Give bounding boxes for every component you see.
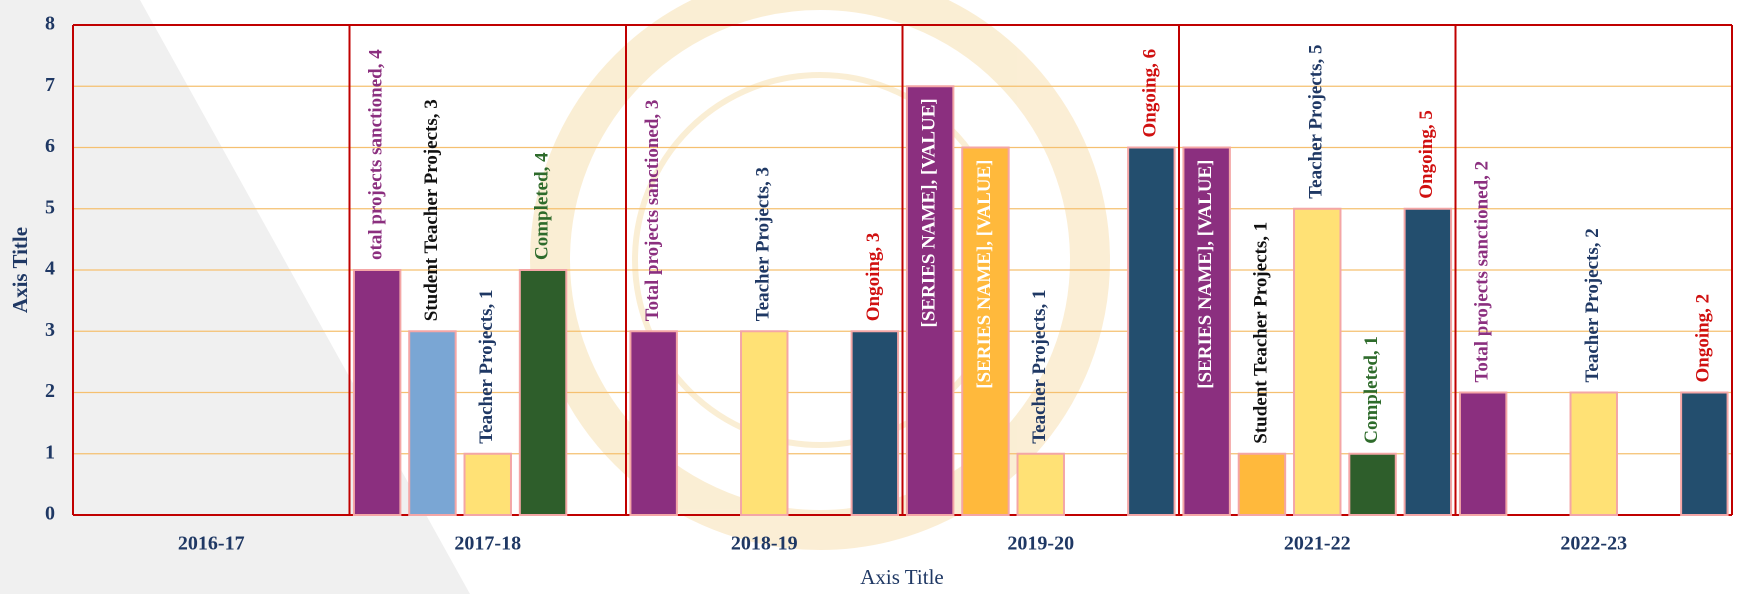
value-label: Teacher Projects, 3 — [753, 167, 774, 321]
value-label: Teacher Projects, 5 — [1306, 45, 1327, 199]
bar — [518, 269, 568, 516]
value-label: Ongoing, 2 — [1693, 294, 1714, 383]
value-label: Ongoing, 6 — [1140, 49, 1161, 138]
y-tick-label: 8 — [45, 13, 55, 35]
bar — [1293, 207, 1342, 516]
bar — [629, 330, 678, 516]
bar — [408, 330, 457, 516]
y-axis-title: Axis Title — [8, 227, 32, 313]
value-label: [SERIES NAME], [VALUE] — [919, 98, 940, 327]
bar — [1680, 391, 1729, 516]
value-label: Total projects sanctioned, 3 — [642, 100, 663, 322]
value-label: Ongoing, 5 — [1416, 110, 1437, 199]
bar — [1016, 452, 1065, 516]
x-tick-label: 2021-22 — [1284, 533, 1351, 555]
x-tick-label: 2019-20 — [1007, 533, 1074, 555]
x-tick-label: 2022-23 — [1560, 533, 1627, 555]
bar — [961, 146, 1010, 516]
value-label: Teacher Projects, 2 — [1582, 228, 1603, 382]
x-tick-label: 2017-18 — [454, 533, 521, 555]
bar — [1237, 452, 1287, 516]
x-axis-title: Axis Title — [860, 565, 943, 589]
value-label: Completed, 4 — [531, 152, 552, 260]
bar — [1569, 391, 1618, 516]
bar — [850, 330, 900, 516]
y-tick-label: 5 — [45, 196, 55, 218]
bar — [1348, 452, 1397, 516]
x-tick-label: 2018-19 — [731, 533, 798, 555]
value-label: Student Teacher Projects, 1 — [1250, 222, 1271, 444]
y-tick-label: 4 — [45, 258, 55, 280]
y-tick-label: 2 — [45, 380, 55, 402]
y-tick-label: 7 — [45, 74, 55, 96]
bar — [1403, 207, 1453, 516]
value-label: Ongoing, 3 — [863, 233, 884, 322]
value-label: Completed, 1 — [1361, 336, 1382, 444]
bar — [1458, 391, 1508, 516]
value-label: Student Teacher Projects, 3 — [421, 99, 442, 321]
bar — [352, 269, 402, 516]
value-label: Total projects sanctioned, 2 — [1472, 161, 1493, 383]
value-label: [SERIES NAME], [VALUE] — [974, 159, 995, 388]
y-tick-label: 3 — [45, 319, 55, 341]
bar — [1127, 146, 1176, 516]
value-label: [SERIES NAME], [VALUE] — [1195, 160, 1216, 389]
bar — [463, 452, 512, 516]
bar — [1182, 146, 1231, 516]
value-label: otal projects sanctioned, 4 — [366, 49, 387, 260]
bar — [905, 85, 955, 516]
y-tick-label: 0 — [45, 503, 55, 525]
value-label: Teacher Projects, 1 — [476, 290, 497, 444]
y-tick-label: 1 — [45, 441, 55, 463]
bar — [740, 330, 789, 516]
value-label: Teacher Projects, 1 — [1029, 290, 1050, 444]
x-tick-label: 2016-17 — [178, 533, 245, 555]
y-tick-label: 6 — [45, 135, 55, 157]
background-shape — [0, 0, 470, 594]
